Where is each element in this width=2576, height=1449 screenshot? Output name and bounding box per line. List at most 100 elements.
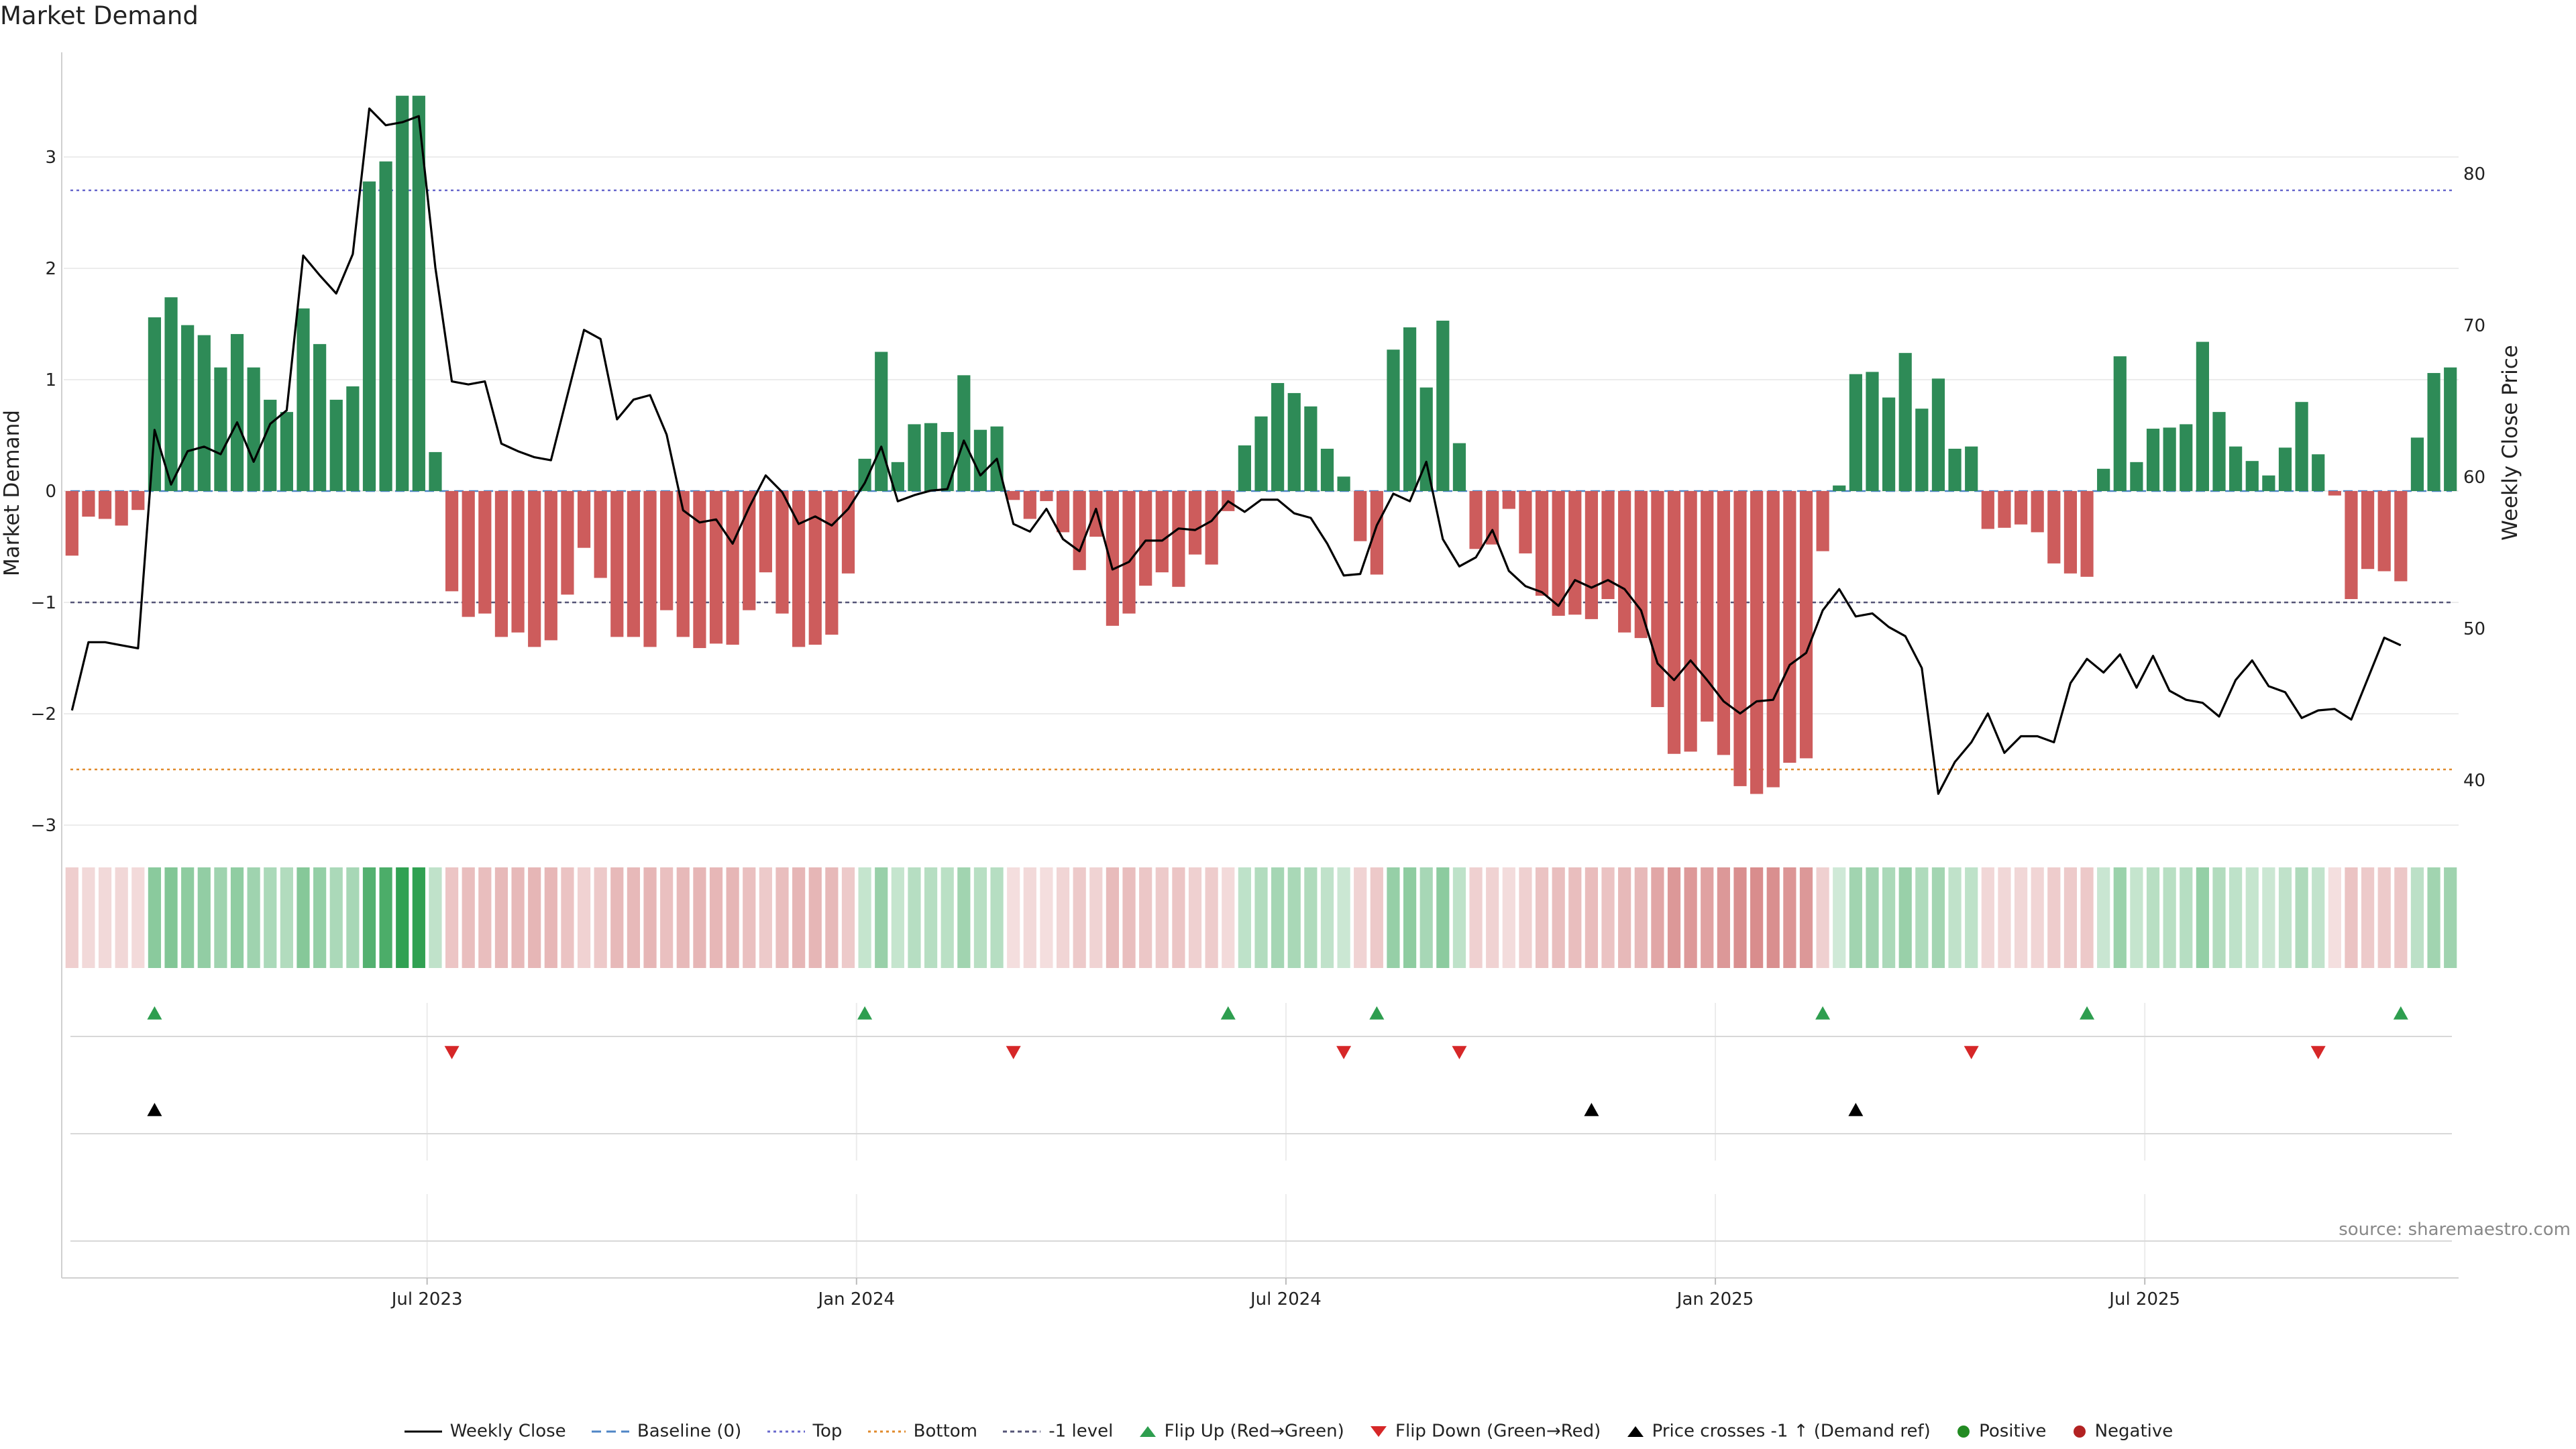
strip-cell (1354, 867, 1367, 968)
strip-cell (1799, 867, 1813, 968)
demand-bar (1998, 491, 2011, 528)
demand-bar (1419, 387, 1433, 491)
strip-cell (1469, 867, 1483, 968)
weekly-close-line (70, 107, 2402, 795)
strip-cell (2097, 867, 2110, 968)
strip-cell (1387, 867, 1400, 968)
strip-cell (1205, 867, 1218, 968)
demand-bar (1816, 491, 1829, 551)
flip-down-marker (1336, 1046, 1352, 1059)
strip-cell (1073, 867, 1086, 968)
demand-bar (65, 491, 78, 556)
strip-cell (1882, 867, 1896, 968)
y-tick-label: −3 (31, 816, 56, 836)
legend-item-top: Top (767, 1421, 843, 1442)
strip-cell (1519, 867, 1532, 968)
strip-cell (1733, 867, 1747, 968)
demand-bar (511, 491, 525, 633)
strip-cell (1370, 867, 1383, 968)
demand-bar (1040, 491, 1053, 501)
demand-bar (1139, 491, 1152, 586)
flip-down-marker (2310, 1046, 2326, 1059)
strip-cell (2377, 867, 2391, 968)
strip-cell (941, 867, 954, 968)
demand-bar (709, 491, 723, 644)
strip-cell (412, 867, 425, 968)
strip-cell (1254, 867, 1268, 968)
flip-up-marker (857, 1006, 873, 1020)
strip-cell (2014, 867, 2028, 968)
demand-bar (544, 491, 557, 641)
strip-cell (2328, 867, 2341, 968)
strip-cell (1981, 867, 1994, 968)
flip-up-marker (2080, 1006, 2095, 1020)
strip-cell (594, 867, 607, 968)
x-tick-label: Jul 2023 (390, 1289, 463, 1309)
strip-cell (1601, 867, 1615, 968)
demand-bar (1304, 406, 1318, 491)
strip-cell (1304, 867, 1318, 968)
demand-bar (1750, 491, 1764, 794)
demand-bar (1618, 491, 1631, 633)
strip-cell (2262, 867, 2275, 968)
strip-cell (2295, 867, 2308, 968)
strip-cell (1089, 867, 1103, 968)
demand-bar (759, 491, 772, 573)
strip-cell (230, 867, 244, 968)
demand-bar (1866, 372, 1879, 491)
legend-item-flip-up: Flip Up (Red→Green) (1138, 1421, 1344, 1442)
strip-cell (1552, 867, 1565, 968)
strip-cell (1007, 867, 1020, 968)
demand-bar (313, 343, 327, 491)
demand-bar (2444, 367, 2457, 491)
legend-item-flip-down: Flip Down (Green→Red) (1368, 1421, 1601, 1442)
demand-bar (1915, 409, 1929, 491)
strip-cell (1056, 867, 1070, 968)
strip-cell (494, 867, 508, 968)
strip-cell (2196, 867, 2209, 968)
strip-cell (313, 867, 327, 968)
strip-cell (1486, 867, 1499, 968)
demand-bar (1337, 476, 1350, 491)
demand-bar (379, 161, 392, 491)
strip-cell (1172, 867, 1185, 968)
strip-cell (1502, 867, 1515, 968)
strip-cell (1783, 867, 1796, 968)
demand-bar (1931, 378, 1945, 491)
strip-cell (329, 867, 343, 968)
legend-item-bottom: Bottom (867, 1421, 978, 1442)
demand-bar (1965, 446, 1978, 491)
strip-cell (544, 867, 557, 968)
demand-bar (429, 451, 442, 491)
strip-cell (1717, 867, 1730, 968)
demand-bar (973, 429, 987, 491)
strip-cell (610, 867, 624, 968)
strip-cell (1915, 867, 1929, 968)
y-tick-label: 1 (45, 370, 56, 390)
strip-cell (891, 867, 904, 968)
source-credit: source: sharemaestro.com (2339, 1220, 2571, 1240)
legend-item-close: Weekly Close (404, 1421, 566, 1442)
demand-bar (164, 297, 178, 491)
demand-bar (743, 491, 756, 610)
strip-cell (1998, 867, 2011, 968)
demand-bar (2163, 427, 2176, 491)
demand-bar (1188, 491, 1202, 555)
demand-bar (2047, 491, 2061, 564)
demand-bar (1320, 448, 1334, 491)
demand-bar (676, 491, 690, 637)
demand-bar (2229, 446, 2243, 491)
strip-cell (1651, 867, 1664, 968)
strip-cell (214, 867, 227, 968)
strip-cell (908, 867, 921, 968)
x-tick-label: Jul 2025 (2108, 1289, 2180, 1309)
strip-cell (1139, 867, 1152, 968)
demand-bar (478, 491, 492, 614)
strip-cell (841, 867, 855, 968)
demand-bar (660, 491, 674, 610)
demand-bar (1519, 491, 1532, 553)
demand-bar (1007, 491, 1020, 500)
demand-bar (1287, 392, 1301, 491)
demand-bar (445, 491, 459, 592)
demand-bar (98, 491, 112, 519)
